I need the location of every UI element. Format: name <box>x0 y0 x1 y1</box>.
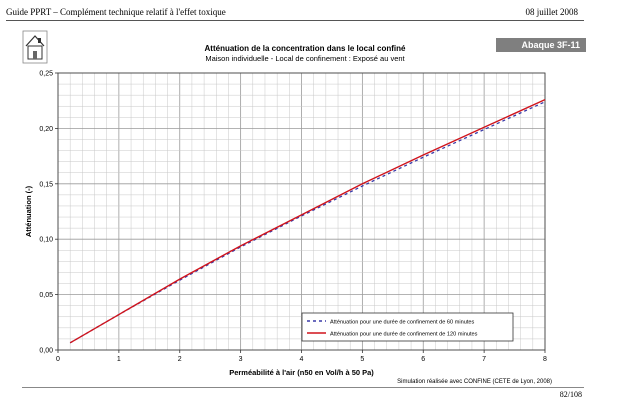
header-divider <box>6 20 584 21</box>
footer-divider <box>22 387 584 388</box>
simulation-credit: Simulation réalisée avec CONFINE (CETE d… <box>397 379 552 385</box>
chart-subtitle: Maison individuelle - Local de confineme… <box>205 54 405 63</box>
header-date: 08 juillet 2008 <box>525 7 579 17</box>
chart-legend: Atténuation pour une durée de confinemen… <box>301 312 514 342</box>
page-number: 82/108 <box>559 390 582 399</box>
series-120-min-line <box>69 98 546 344</box>
chart-axes: 0 1 2 3 4 5 6 7 8 0,00 0,05 0,10 0,15 0,20 0,25 Perméab… <box>24 71 547 378</box>
legend-label-60-min: Atténuation pour une durée de confinemen… <box>330 319 474 325</box>
chart-title: Atténuation de la concentration dans le … <box>204 44 406 53</box>
x-axis-label: Perméabilité à l'air (n50 en Vol/h à 50 … <box>229 368 374 377</box>
abaque-badge: Abaque 3F-11 <box>496 38 586 52</box>
legend-label-120-min: Atténuation pour une durée de confinemen… <box>330 331 478 337</box>
y-tick-label: 0,20 <box>39 126 53 133</box>
x-tick-label: 3 <box>239 356 243 363</box>
y-tick-label: 0,10 <box>39 237 53 244</box>
y-tick-label: 0,15 <box>39 181 53 188</box>
y-tick-label: 0,00 <box>39 348 53 355</box>
header-left-text: Guide PPRT – Complément technique relati… <box>6 7 226 17</box>
house-logo-icon <box>22 30 48 64</box>
x-tick-label: 1 <box>117 356 121 363</box>
x-tick-label: 6 <box>421 356 425 363</box>
chart-series <box>69 98 546 344</box>
x-tick-label: 5 <box>360 356 364 363</box>
x-tick-label: 0 <box>56 356 60 363</box>
y-tick-label: 0,25 <box>39 71 53 78</box>
y-axis-label: Atténuation (-) <box>24 185 33 237</box>
x-tick-label: 4 <box>300 356 304 363</box>
y-tick-label: 0,05 <box>39 292 53 299</box>
x-tick-label: 8 <box>543 356 547 363</box>
chart-grid <box>57 72 546 351</box>
x-tick-label: 7 <box>482 356 486 363</box>
x-tick-label: 2 <box>178 356 182 363</box>
legend-box <box>301 312 514 342</box>
